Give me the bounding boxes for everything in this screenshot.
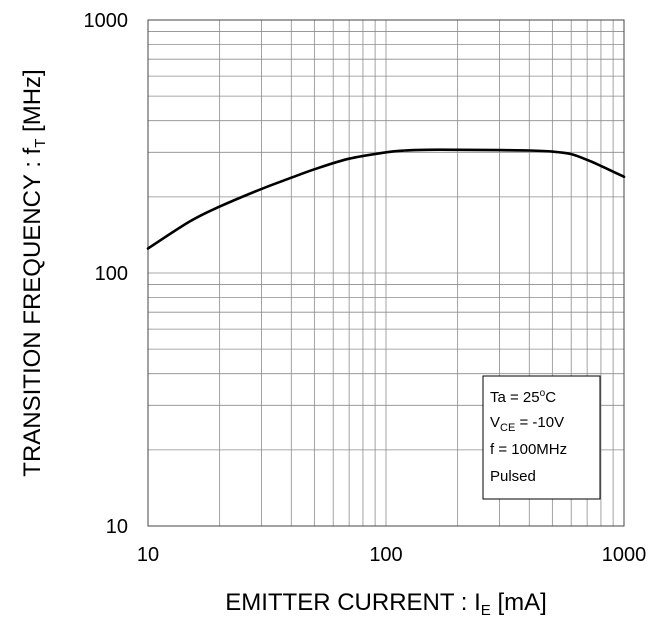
x-axis-label: EMITTER CURRENT : IE [mA] (225, 589, 547, 619)
x-tick-label: 10 (137, 544, 159, 566)
x-tick-label: 100 (369, 544, 402, 566)
y-tick-label: 100 (95, 263, 128, 285)
x-tick-label: 1000 (602, 544, 647, 566)
legend-box: Ta = 25oC VCE = -10V f = 100MHz Pulsed (482, 375, 601, 500)
y-axis-label: TRANSITION FREQUENCY : fT [MHz] (19, 69, 49, 476)
legend-line-ta: Ta = 25oC (490, 388, 556, 406)
legend-line-vce: VCE = -10V (490, 414, 564, 434)
y-tick-label: 1000 (84, 10, 129, 32)
plot-frame (147, 19, 625, 527)
y-tick-label: 10 (106, 516, 128, 538)
legend-line-f: f = 100MHz (490, 441, 567, 458)
ft-vs-ie-curve (146, 148, 626, 250)
tick-labels: 10 100 1000 10 100 1000 (84, 10, 647, 566)
legend-line-pulsed: Pulsed (490, 468, 536, 485)
